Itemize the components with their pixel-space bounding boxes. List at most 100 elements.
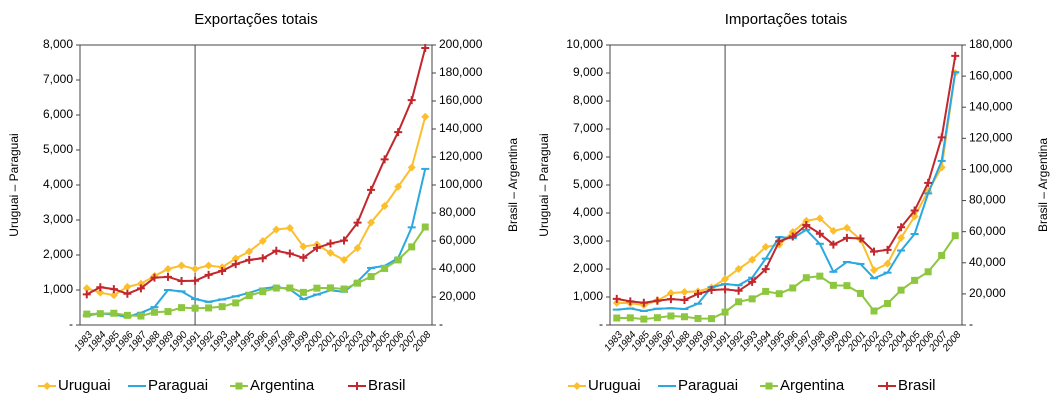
marker	[191, 304, 199, 312]
marker	[136, 284, 145, 293]
y-tick-label: 10,000	[566, 37, 603, 51]
marker	[721, 285, 730, 294]
marker	[43, 382, 51, 390]
marker	[707, 286, 716, 294]
y2-tick-label: 80,000	[969, 193, 1006, 207]
y-tick-label: -	[69, 317, 73, 331]
plot-frame	[609, 44, 963, 326]
marker	[299, 242, 308, 251]
marker	[394, 182, 403, 191]
legend-label: Argentina	[250, 377, 315, 394]
marker	[205, 304, 213, 312]
series	[82, 167, 430, 318]
marker	[884, 300, 892, 308]
marker	[123, 289, 132, 298]
marker	[639, 298, 648, 307]
y-tick-label: 6,000	[43, 107, 73, 121]
y2-tick-label: 60,000	[969, 224, 1006, 238]
y-tick-label: 2,000	[43, 247, 73, 261]
marker	[353, 218, 362, 227]
y2-tick-label: 180,000	[439, 65, 483, 79]
marker	[231, 260, 240, 269]
marker	[708, 315, 716, 323]
marker	[354, 279, 362, 287]
marker	[82, 290, 91, 299]
legend-label: Uruguai	[588, 377, 641, 394]
series-line	[616, 72, 957, 313]
marker	[829, 281, 837, 289]
marker	[735, 298, 743, 306]
legend-label: Brasil	[898, 377, 936, 394]
marker	[340, 236, 348, 245]
y2-tick-label: 20,000	[969, 286, 1006, 300]
series	[613, 232, 959, 323]
y-tick-label: 8,000	[43, 37, 73, 51]
marker	[286, 284, 294, 292]
marker	[694, 289, 702, 298]
series	[612, 71, 960, 313]
series-line	[616, 235, 957, 321]
marker	[191, 265, 200, 273]
marker	[680, 295, 689, 304]
y2-tick-label: 60,000	[439, 233, 476, 247]
marker	[666, 289, 675, 298]
legend-label: Paraguai	[148, 377, 208, 394]
y2-tick-label: 40,000	[439, 261, 476, 275]
marker	[299, 253, 308, 262]
marker	[381, 264, 389, 272]
y-axis-label: Uruguai – Paraguai	[537, 133, 551, 236]
marker	[408, 243, 416, 251]
marker	[573, 382, 581, 390]
marker	[367, 218, 376, 227]
y2-tick-label: 20,000	[439, 289, 476, 303]
marker	[653, 296, 662, 305]
marker	[680, 287, 689, 296]
y2-tick-label: 120,000	[969, 131, 1013, 145]
marker	[924, 178, 933, 187]
marker	[870, 266, 878, 275]
marker	[312, 243, 321, 252]
y-tick-label: 1,000	[573, 289, 603, 303]
marker	[258, 237, 267, 245]
marker	[235, 382, 243, 390]
marker	[640, 315, 648, 323]
marker	[272, 246, 281, 255]
marker	[231, 254, 240, 263]
marker	[938, 251, 946, 259]
y-axis-label: Uruguai – Paraguai	[7, 133, 21, 236]
y-tick-label: 2,000	[573, 261, 603, 275]
marker	[762, 287, 770, 295]
marker	[910, 206, 919, 215]
marker	[164, 265, 172, 273]
marker	[204, 270, 213, 279]
y2-tick-label: 120,000	[439, 149, 483, 163]
y-tick-label: 3,000	[43, 212, 73, 226]
marker	[110, 309, 118, 317]
marker	[245, 247, 254, 256]
marker	[924, 268, 932, 276]
marker	[353, 382, 361, 390]
marker	[612, 298, 621, 307]
series-line	[86, 168, 427, 318]
marker	[829, 226, 838, 235]
marker	[340, 285, 348, 293]
y-tick-label: -	[599, 317, 603, 331]
series	[83, 223, 429, 320]
marker	[380, 155, 389, 164]
y2-tick-label: 140,000	[439, 121, 483, 135]
series-line	[616, 55, 957, 304]
marker	[272, 225, 281, 234]
marker	[842, 233, 851, 242]
marker	[897, 286, 905, 294]
marker	[407, 96, 416, 105]
y2-axis-label: Brasil – Argentina	[1036, 138, 1050, 232]
y-tick-label: 7,000	[43, 72, 73, 86]
y-tick-label: 5,000	[43, 142, 73, 156]
marker	[612, 294, 621, 303]
marker	[802, 220, 811, 229]
series-line	[86, 47, 427, 296]
marker	[666, 295, 675, 304]
marker	[951, 232, 959, 240]
y2-tick-label: 200,000	[439, 37, 483, 51]
marker	[626, 297, 635, 306]
